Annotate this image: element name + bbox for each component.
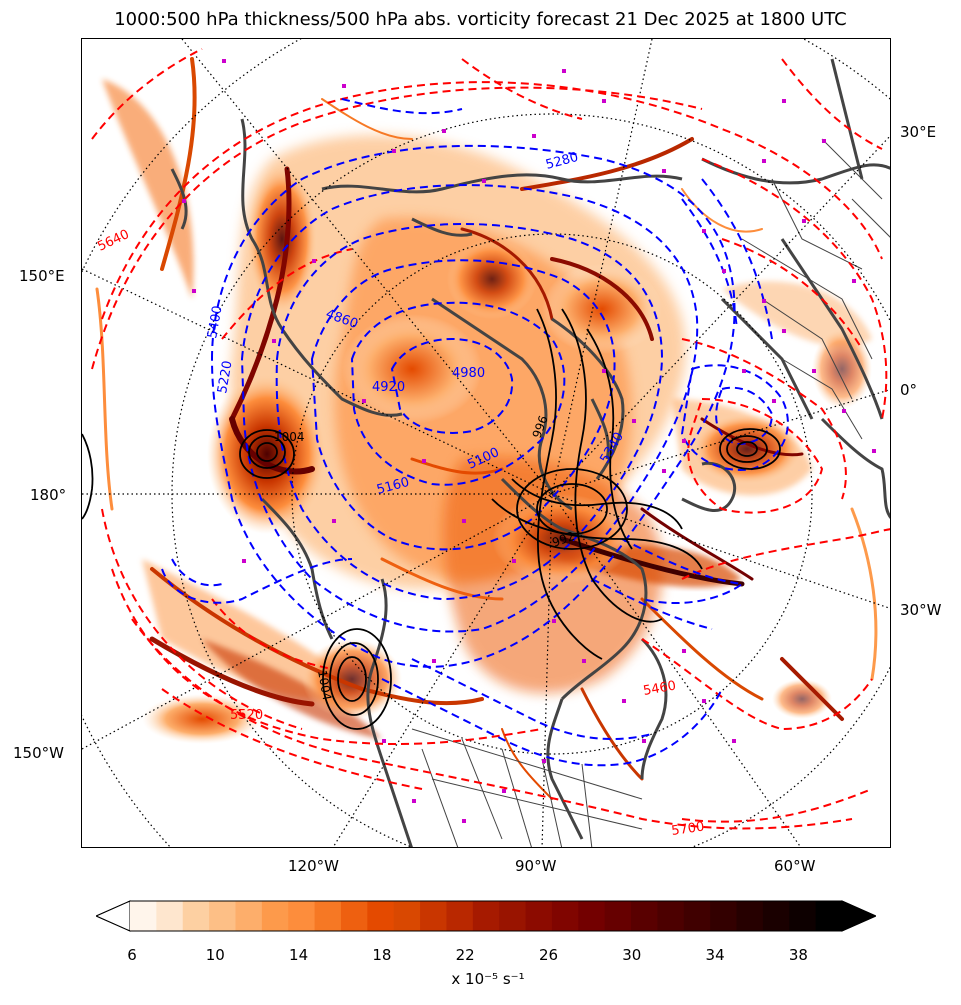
colorbar-extend-max bbox=[841, 900, 878, 932]
colorbar-unit-label: x 10⁻⁵ s⁻¹ bbox=[451, 970, 525, 988]
colorbar-segment bbox=[631, 901, 658, 931]
colorbar-tick-label: 26 bbox=[538, 946, 559, 964]
colorbar-segment bbox=[789, 901, 817, 931]
colorbar-segment bbox=[261, 901, 289, 931]
colorbar-tick-label: 6 bbox=[127, 946, 137, 964]
colorbar-svg bbox=[94, 900, 878, 932]
colorbar-segment bbox=[525, 901, 553, 931]
colorbar-tick-label: 18 bbox=[372, 946, 392, 964]
colorbar-segment bbox=[472, 901, 500, 931]
thickness-label-blue: 5400 bbox=[205, 304, 226, 339]
colorbar-segment bbox=[367, 901, 395, 931]
colorbar-segment bbox=[420, 901, 447, 931]
colorbar-segment bbox=[578, 901, 606, 931]
colorbar-segment bbox=[340, 901, 368, 931]
mslp-label: 1004 bbox=[315, 669, 334, 702]
mslp-contours bbox=[82, 308, 781, 730]
colorbar-tick-label: 14 bbox=[289, 946, 309, 964]
lon-label-60w: 60°W bbox=[774, 857, 816, 875]
colorbar-segment bbox=[551, 901, 579, 931]
colorbar-tick-label: 30 bbox=[622, 946, 642, 964]
colorbar-segment bbox=[209, 901, 236, 931]
lon-label-150e: 150°E bbox=[19, 267, 65, 285]
thickness-label-red: 5700 bbox=[670, 820, 705, 839]
colorbar-segment bbox=[710, 901, 738, 931]
lon-label-30w: 30°W bbox=[900, 601, 942, 619]
lon-label-120w: 120°W bbox=[288, 857, 339, 875]
colorbar-tick-label: 10 bbox=[205, 946, 225, 964]
lon-label-180: 180° bbox=[30, 486, 67, 504]
thickness-contours-blue bbox=[161, 98, 789, 767]
colorbar-segment bbox=[657, 901, 685, 931]
colorbar-segment bbox=[182, 901, 210, 931]
lon-label-150w: 150°W bbox=[13, 744, 64, 762]
lon-label-0: 0° bbox=[900, 381, 918, 399]
thickness-label-red: 5460 bbox=[642, 678, 677, 699]
thickness-label-blue: 5280 bbox=[544, 150, 580, 173]
colorbar-segment bbox=[393, 901, 421, 931]
chart-title: 1000:500 hPa thickness/500 hPa abs. vort… bbox=[114, 9, 847, 30]
colorbar-segment bbox=[314, 901, 342, 931]
thickness-contours-red bbox=[91, 48, 890, 830]
colorbar-segment bbox=[736, 901, 764, 931]
thickness-label-blue: 4980 bbox=[452, 366, 485, 381]
colorbar-segment bbox=[815, 901, 843, 931]
colorbar-tick-label: 34 bbox=[705, 946, 725, 964]
vorticity-maxima-markers bbox=[182, 59, 876, 823]
colorbar-segment bbox=[499, 901, 527, 931]
map-canvas: 5640 5520 5460 5700 5280 4860 4920 4980 … bbox=[82, 39, 890, 847]
lon-label-30e: 30°E bbox=[900, 123, 937, 141]
colorbar bbox=[94, 896, 878, 936]
colorbar-tick-label: 38 bbox=[788, 946, 808, 964]
colorbar-tick-label: 22 bbox=[455, 946, 475, 964]
thickness-label-blue: 5220 bbox=[215, 359, 236, 394]
colorbar-segment bbox=[130, 901, 157, 931]
colorbar-extend-min bbox=[94, 900, 131, 932]
map-panel: 5640 5520 5460 5700 5280 4860 4920 4980 … bbox=[81, 38, 891, 848]
colorbar-segment bbox=[156, 901, 184, 931]
thickness-label-red: 5520 bbox=[230, 708, 263, 723]
mslp-label: 1004 bbox=[274, 430, 305, 444]
thickness-label-red: 5640 bbox=[95, 227, 131, 255]
colorbar-segment bbox=[288, 901, 316, 931]
colorbar-segment bbox=[235, 901, 263, 931]
political-boundaries bbox=[411, 138, 890, 847]
graticule bbox=[82, 39, 890, 847]
colorbar-segment bbox=[762, 901, 790, 931]
colorbar-segment bbox=[683, 901, 711, 931]
lon-label-90w: 90°W bbox=[515, 857, 557, 875]
colorbar-segment bbox=[604, 901, 632, 931]
colorbar-segment bbox=[446, 901, 474, 931]
thickness-label-blue: 4920 bbox=[372, 380, 405, 395]
